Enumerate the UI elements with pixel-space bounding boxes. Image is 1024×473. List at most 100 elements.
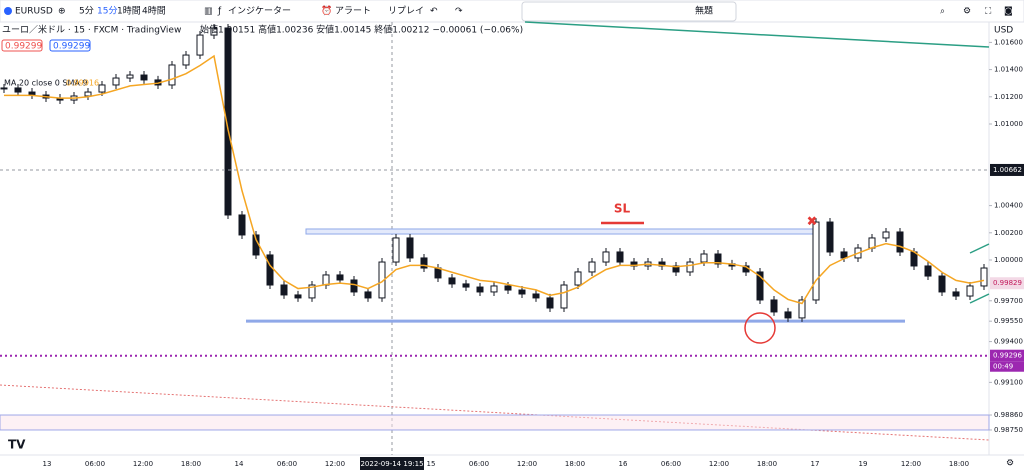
candle-body — [182, 54, 190, 66]
drawing-toolbar — [521, 1, 737, 22]
x-tick-label: 12:00 — [709, 460, 729, 468]
resistance-box — [305, 228, 819, 235]
interval[interactable]: 4時間 — [142, 6, 166, 17]
x-tick-label: 18:00 — [757, 460, 777, 468]
interval-active[interactable]: 15分 — [97, 6, 117, 17]
y-tick-label: 0.99700 — [994, 297, 1023, 305]
settings[interactable]: ⚙ — [963, 7, 971, 17]
symbol[interactable]: EURUSD — [15, 7, 53, 17]
candle-body — [588, 261, 596, 273]
candle-body — [518, 289, 526, 295]
candle-body — [224, 27, 232, 216]
layout-name[interactable]: 無題 — [695, 5, 713, 17]
candle-body — [714, 253, 722, 265]
sell-price[interactable]: 0.99299 — [5, 42, 42, 52]
trend-line — [524, 21, 990, 48]
x-tick-label: 12:00 — [517, 460, 537, 468]
price-label-bg — [990, 163, 1024, 176]
x-tick-label: 18:00 — [949, 460, 969, 468]
indicators-icon[interactable]: ƒ — [217, 7, 222, 17]
buy-box[interactable] — [49, 39, 91, 52]
candle-body — [280, 284, 288, 296]
alert[interactable]: アラート — [335, 6, 371, 17]
y-tick-label: 1.01000 — [994, 120, 1023, 128]
x-tick-label: 12:00 — [133, 460, 153, 468]
trend-line-dotted — [0, 384, 990, 441]
candle-body — [112, 77, 120, 86]
candle-body — [420, 257, 428, 269]
x-tick-label: 17 — [811, 460, 820, 468]
channel-line — [969, 293, 990, 304]
candle-body — [952, 291, 960, 297]
x-tick-label: 12:00 — [325, 460, 345, 468]
candle-body — [476, 286, 484, 293]
x-tick-label: 13 — [43, 460, 52, 468]
buy-price[interactable]: 0.99299 — [53, 42, 90, 52]
symbol-icon — [4, 7, 12, 15]
x-tick-label: 18:00 — [565, 460, 585, 468]
candle-body — [84, 91, 92, 97]
candle-body — [686, 261, 694, 273]
chart-type[interactable]: ▥ — [204, 7, 213, 17]
x-tick-label: 15 — [427, 460, 436, 468]
candle-body — [700, 253, 708, 263]
undo[interactable]: ↶ — [430, 7, 438, 17]
candle-body — [210, 27, 218, 36]
ma-legend: MA 20 close 0 SMA 9 — [4, 79, 88, 88]
y-tick-label: 0.98750 — [994, 426, 1023, 434]
price-label: 0.99829 — [993, 279, 1022, 287]
countdown-bg — [990, 361, 1024, 372]
redo[interactable]: ↷ — [455, 7, 463, 17]
x-tick-label: 06:00 — [277, 460, 297, 468]
candle-body — [980, 267, 988, 287]
axis-settings[interactable]: ⚙ — [1006, 459, 1014, 469]
sell-box[interactable] — [1, 39, 43, 52]
search[interactable]: ⌕ — [940, 7, 945, 17]
candle-body — [770, 299, 778, 313]
candle-body — [798, 299, 806, 319]
candle-body — [406, 237, 414, 259]
candle-body — [602, 251, 610, 263]
price-label: 0.99296 — [993, 352, 1022, 360]
tv-logo: 𝗧𝗩 — [8, 438, 26, 452]
alert-icon[interactable]: ⏰ — [321, 5, 332, 17]
x-tick-label: 12:00 — [901, 460, 921, 468]
interval[interactable]: 1時間 — [117, 6, 141, 17]
top-toolbar — [0, 0, 1024, 23]
interval[interactable]: 5分 — [79, 6, 94, 17]
candle-body — [126, 74, 134, 79]
countdown: 00:49 — [993, 363, 1013, 371]
candle-body — [28, 91, 36, 96]
price-label-bg — [990, 349, 1024, 362]
candle-body — [140, 74, 148, 81]
candle-body — [0, 87, 8, 90]
price-label-bg — [990, 277, 1024, 290]
candle-body — [560, 284, 568, 309]
y-tick-label: 0.98860 — [994, 411, 1023, 419]
candle-body — [168, 64, 176, 86]
candle-body — [896, 231, 904, 253]
x-tick-label: 18:00 — [181, 460, 201, 468]
add-symbol[interactable]: ⊕ — [58, 7, 66, 17]
snapshot[interactable]: ◙ — [1004, 7, 1013, 17]
y-tick-label: 0.99550 — [994, 317, 1023, 325]
highlight-circle — [744, 312, 776, 344]
price-label: 1.00662 — [993, 166, 1022, 174]
fullscreen[interactable]: ⛶ — [984, 6, 992, 17]
candle-body — [322, 274, 330, 286]
y-tick-label: 1.00400 — [994, 202, 1023, 210]
x-tick-label: 19 — [859, 460, 868, 468]
x-marker: ✖ — [807, 215, 818, 230]
x-tick-label: 14 — [235, 460, 244, 468]
y-tick-label: 1.00200 — [994, 229, 1023, 237]
y-tick-label: 0.99400 — [994, 338, 1023, 346]
replay[interactable]: リプレイ — [388, 6, 424, 17]
candle-body — [350, 279, 358, 293]
ma-legend-value: 0.99916 — [66, 79, 99, 88]
candle-body — [462, 283, 470, 288]
indicators[interactable]: インジケーター — [228, 6, 291, 17]
candle-body — [336, 274, 344, 281]
candle-body — [616, 251, 624, 263]
candle-body — [266, 254, 274, 286]
